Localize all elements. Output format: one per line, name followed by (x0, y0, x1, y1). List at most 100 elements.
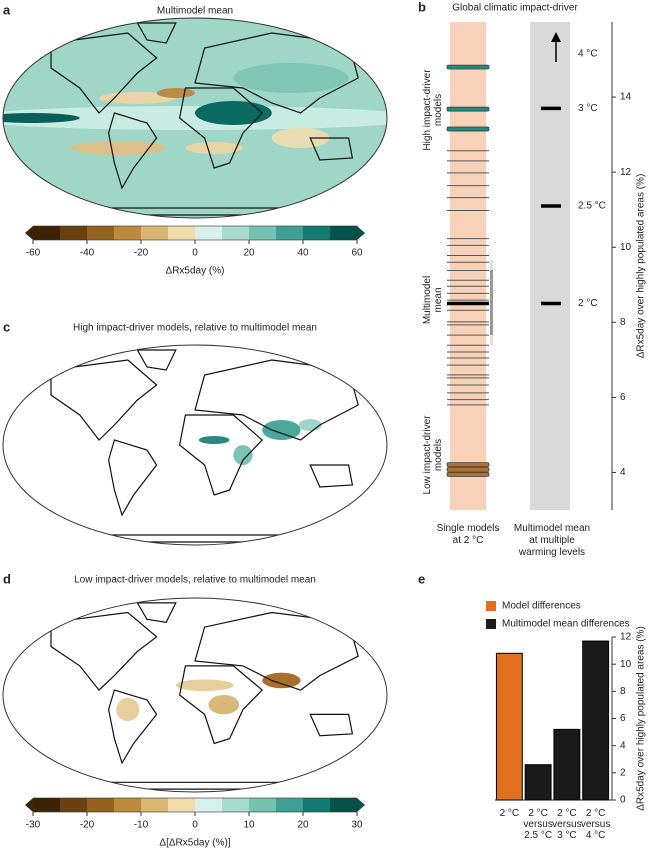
colorbar-segment (168, 798, 196, 812)
group-label: High impact-drivermodels (422, 69, 444, 151)
coastline (50, 32, 158, 114)
x-tick-label-line: versus (581, 819, 610, 830)
y-tick-label: 10 (620, 242, 632, 253)
off-scale-arrowhead (551, 32, 561, 42)
colorbar-segment (60, 226, 88, 240)
colorbar-segment (114, 226, 142, 240)
x-tick-label: 2 °C versus 3 °C (552, 808, 581, 841)
colorbar-segment (195, 226, 223, 240)
group-label: Multimodelmean (422, 276, 444, 324)
model-line (446, 64, 490, 70)
map-blob (233, 445, 253, 465)
map-blob (156, 88, 195, 98)
colorbar-end (357, 226, 365, 240)
colorbar-segment (141, 226, 169, 240)
legend-label: Multimodel mean differences (502, 619, 630, 630)
legend-swatch (486, 601, 496, 611)
coastline (136, 22, 177, 44)
group-label-line: mean (433, 287, 444, 312)
model-line (446, 126, 490, 132)
map-blob (116, 697, 140, 722)
map-blob (185, 142, 243, 154)
y-tick-label: 2 (620, 767, 626, 778)
legend-label: Model differences (502, 601, 581, 612)
bar (524, 764, 552, 801)
coastline (50, 611, 158, 691)
y-tick-label: 6 (620, 392, 626, 403)
map-blob (262, 420, 301, 440)
colorbar-segment (33, 226, 61, 240)
coastline (178, 665, 264, 745)
coastline (136, 349, 177, 371)
panel-title: Low impact-driver models, relative to mu… (74, 575, 316, 586)
column-label-line: Single models (437, 523, 500, 534)
map-outline (2, 17, 388, 219)
colorbar-segment (114, 798, 142, 812)
colorbar-tick-label: -60 (26, 248, 41, 259)
bar (582, 640, 610, 801)
coastline (194, 32, 359, 114)
legend-swatch (486, 619, 496, 629)
column-label-line: Multimodel mean (514, 523, 590, 534)
warming-level-label: 4 °C (578, 49, 598, 60)
y-tick-label: 10 (620, 659, 632, 670)
single-model-band (450, 22, 486, 510)
colorbar-label: Δ[ΔRx5day (%)] (159, 838, 230, 849)
colorbar-tick-label: 0 (192, 820, 198, 831)
colorbar-tick-label: 40 (297, 248, 309, 259)
column-label: Single models at 2 °C (437, 523, 500, 546)
coastline (178, 87, 264, 169)
colorbar-tick-label: -40 (80, 248, 95, 259)
x-tick-label-line: 3 °C (557, 830, 577, 841)
colorbar-segment (330, 798, 358, 812)
x-tick-label-line: versus (552, 819, 581, 830)
colorbar-segment (222, 226, 250, 240)
y-tick-label: 12 (620, 632, 632, 643)
panel-letter: d (3, 571, 11, 586)
coastline (178, 414, 264, 496)
column-label-line: at multiple (529, 535, 575, 546)
map-blob (233, 63, 349, 93)
group-label-line: models (433, 439, 444, 471)
colorbar-tick-label: 10 (243, 820, 255, 831)
y-tick-label: 8 (620, 317, 626, 328)
colorbar-tick-label: 20 (243, 248, 255, 259)
warming-level-label: 3 °C (578, 103, 598, 114)
group-label: Low impact-drivermodels (422, 415, 444, 495)
column-label-line: warming levels (518, 547, 585, 558)
coastline (50, 359, 158, 441)
x-tick-label-line: 2 °C (557, 808, 577, 819)
model-line (446, 471, 490, 477)
map-field (50, 349, 359, 543)
map-blob (298, 419, 322, 431)
panel-title: Global climatic impact-driver (452, 3, 578, 14)
map-blob (175, 679, 234, 692)
coastline (194, 611, 359, 691)
colorbar-tick-label: 20 (297, 820, 309, 831)
model-line (446, 467, 490, 472)
colorbar-segment (303, 226, 331, 240)
x-tick-label: 2 °C versus 2.5 °C (523, 808, 552, 841)
x-tick-label-line: versus (523, 819, 552, 830)
coastline (309, 464, 354, 488)
map-blob (208, 695, 240, 715)
group-label-line: Low impact-driver (422, 415, 433, 495)
y-tick-label: 12 (620, 167, 632, 178)
map-outline (2, 597, 388, 793)
map-blob (3, 106, 387, 130)
y-tick-label: 8 (620, 686, 626, 697)
map-blob (195, 101, 272, 125)
panel-letter: e (418, 571, 425, 586)
model-line (446, 462, 490, 467)
colorbar-segment (276, 226, 304, 240)
warming-level-label: 2.5 °C (578, 201, 606, 212)
panel-letter: a (3, 2, 11, 17)
colorbar-segment (303, 798, 331, 812)
y-tick-label: 4 (620, 740, 626, 751)
colorbar-segment (249, 798, 277, 812)
colorbar-segment (195, 798, 223, 812)
colorbar-end (25, 226, 33, 240)
colorbar-segment (168, 226, 196, 240)
colorbar-tick-label: -20 (134, 248, 149, 259)
